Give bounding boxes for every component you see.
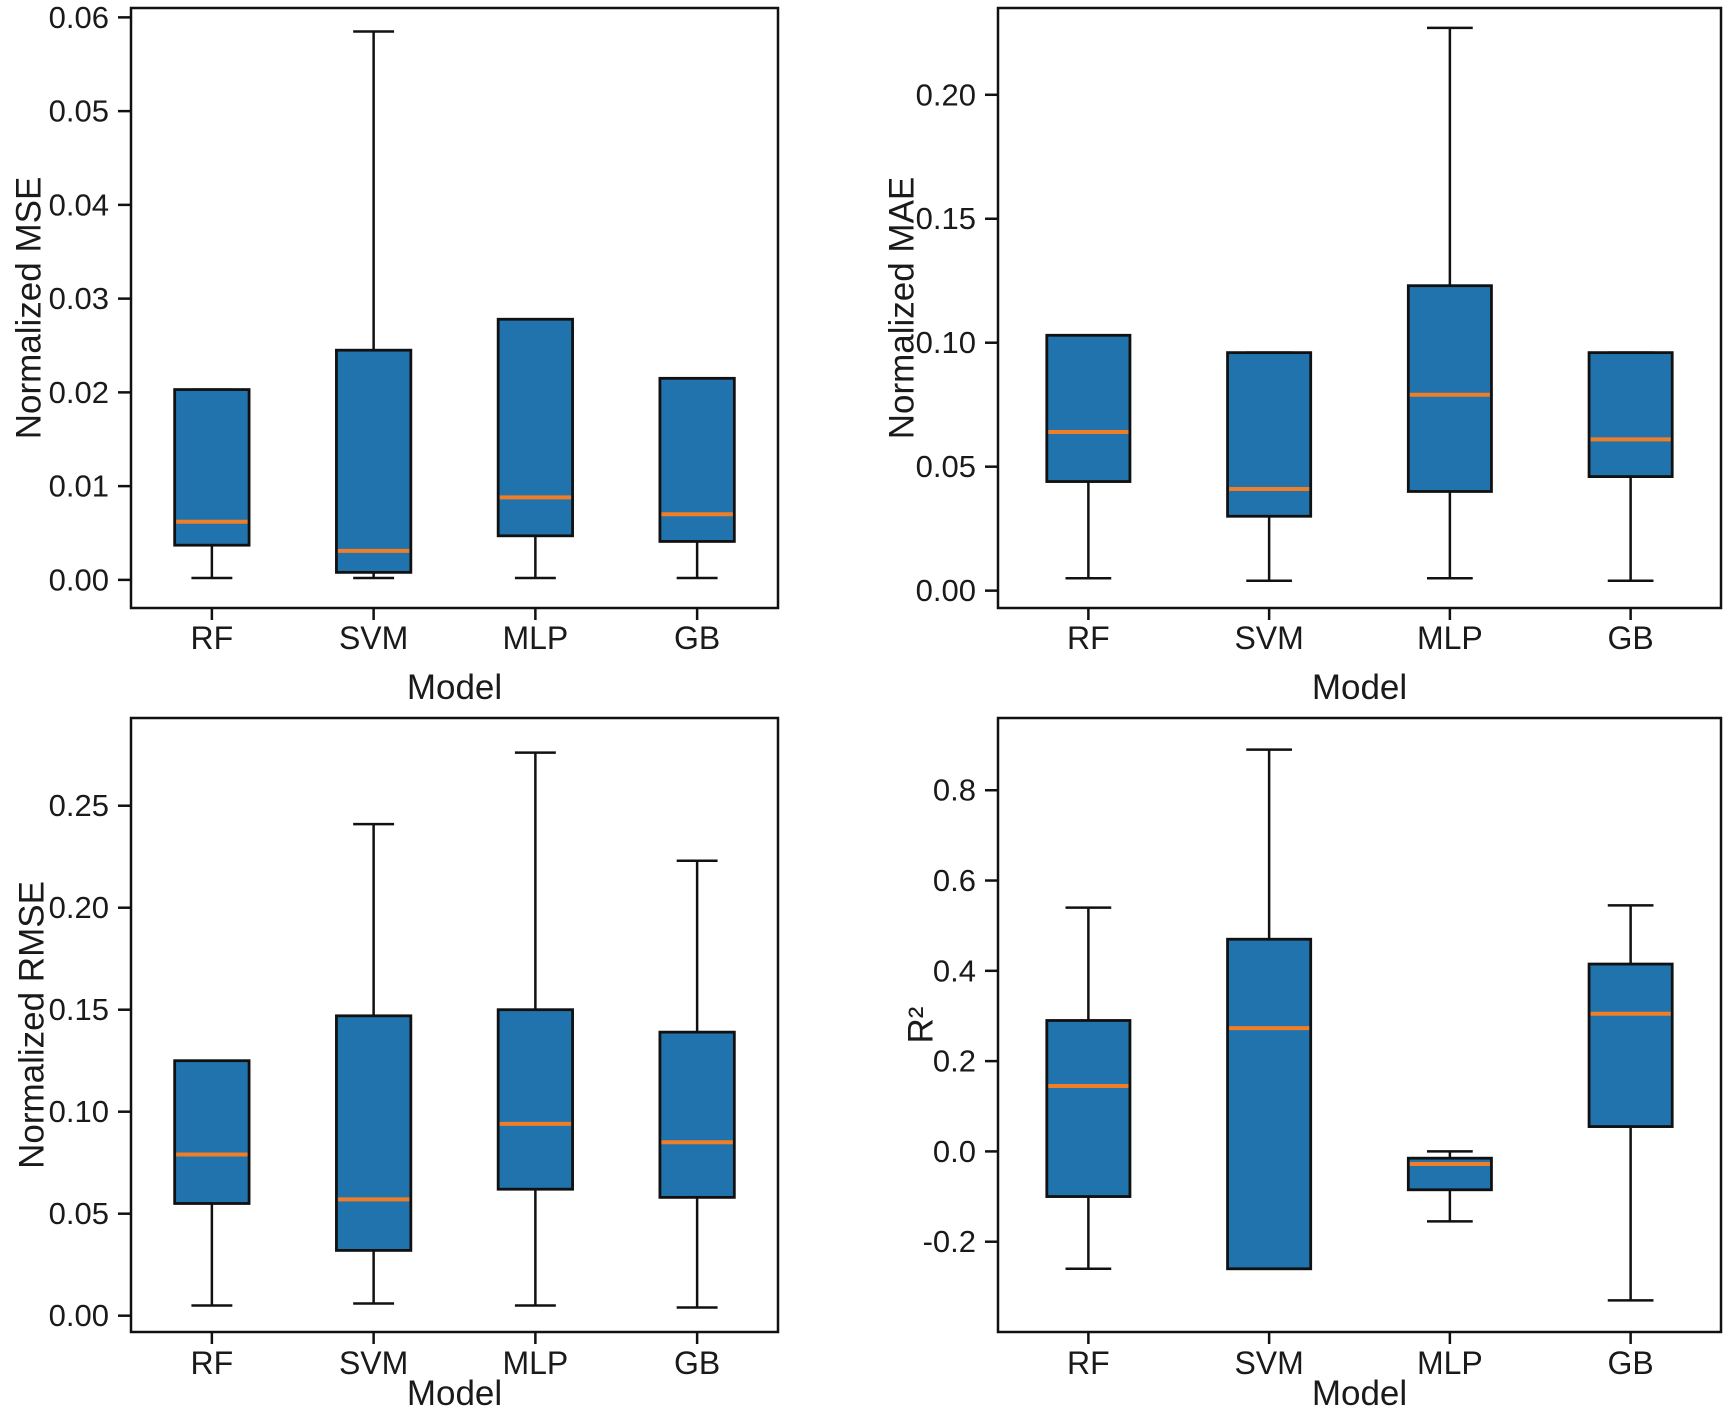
y-tick-label: 0.02 <box>49 375 109 410</box>
x-category-label-mlp: MLP <box>1417 1345 1483 1381</box>
boxplot-rf <box>1045 906 1132 1271</box>
y-tick-label: 0.25 <box>49 788 109 823</box>
box-mlp <box>1406 284 1493 493</box>
y-tick-label: 0.05 <box>916 449 976 484</box>
box-rf <box>1045 333 1132 483</box>
y-tick-label: 0.0 <box>933 1134 976 1169</box>
y-tick-label: 0.00 <box>49 562 109 597</box>
chart-normalized-mse: 0.00 0.01 0.02 0.03 0.04 0.05 0.06 RF SVM MLP GB Mo… <box>10 0 780 707</box>
box-gb <box>658 376 736 543</box>
x-axis-label: Model <box>1312 668 1407 707</box>
x-category-label-svm: SVM <box>1234 620 1303 656</box>
boxplot-rf <box>1045 333 1132 580</box>
y-tick-label: 0.15 <box>49 992 109 1027</box>
boxplot-gb <box>1587 351 1674 582</box>
x-category-label-svm: SVM <box>1234 1345 1303 1381</box>
y-tick-label: 0.04 <box>49 187 109 222</box>
x-category-label-mlp: MLP <box>1417 620 1483 656</box>
boxplot-gb <box>1587 904 1674 1302</box>
y-tick-label: 0.00 <box>49 1298 109 1333</box>
boxplot-mlp <box>1406 1150 1493 1223</box>
boxplot-svm <box>1226 351 1313 582</box>
axes-frame <box>996 6 1723 610</box>
boxplot-svm <box>335 822 413 1305</box>
chart-normalized-mae: 0.00 0.05 0.10 0.15 0.20 RF SVM MLP GB Model Norma… <box>883 6 1723 707</box>
y-tick-label: 0.6 <box>933 863 976 898</box>
box-svm <box>1226 937 1313 1271</box>
y-axis-label: R² <box>902 1007 941 1044</box>
boxplot-rf <box>173 1059 251 1307</box>
box-gb <box>658 1030 736 1199</box>
box-rf <box>173 388 251 547</box>
boxplot-mlp <box>496 317 574 580</box>
y-axis-label: Normalized MSE <box>10 177 49 440</box>
box-mlp <box>496 317 574 538</box>
y-tick-label: 0.01 <box>49 469 109 504</box>
y-tick-label: 0.05 <box>49 94 109 129</box>
boxplot-rf <box>173 388 251 580</box>
y-tick-label: 0.20 <box>916 77 976 112</box>
box-svm <box>335 1014 413 1252</box>
x-axis-label: Model <box>1312 1374 1407 1408</box>
x-axis-label: Model <box>407 1374 502 1408</box>
x-category-label-svm: SVM <box>339 620 408 656</box>
axes-frame <box>129 716 780 1334</box>
boxplot-mlp <box>1406 26 1493 580</box>
x-axis-label: Model <box>407 668 502 707</box>
y-tick-label: 0.20 <box>49 890 109 925</box>
x-category-label-rf: RF <box>191 1345 234 1381</box>
box-svm <box>1226 351 1313 518</box>
x-category-label-mlp: MLP <box>502 1345 568 1381</box>
axes-frame <box>996 716 1723 1334</box>
y-tick-label: 0.03 <box>49 281 109 316</box>
y-tick-label: 0.4 <box>933 953 976 988</box>
y-tick-label: 0.00 <box>916 573 976 608</box>
boxplot-gb <box>658 859 736 1309</box>
x-category-label-rf: RF <box>191 620 234 656</box>
box-gb <box>1587 351 1674 478</box>
box-rf <box>1045 1019 1132 1198</box>
y-tick-label: 0.8 <box>933 773 976 808</box>
boxplot-gb <box>658 376 736 580</box>
x-category-label-gb: GB <box>674 620 720 656</box>
box-rf <box>173 1059 251 1205</box>
y-tick-label: 0.05 <box>49 1196 109 1231</box>
x-category-label-gb: GB <box>1608 1345 1654 1381</box>
y-tick-label: -0.2 <box>923 1224 976 1259</box>
x-category-label-rf: RF <box>1067 620 1110 656</box>
chart-r: -0.2 0.0 0.2 0.4 0.6 0.8 RF SVM MLP GB Model R² <box>902 716 1723 1408</box>
boxplot-svm <box>335 30 413 580</box>
x-category-label-mlp: MLP <box>502 620 568 656</box>
box-mlp <box>496 1008 574 1191</box>
x-category-label-gb: GB <box>1608 620 1654 656</box>
x-category-label-rf: RF <box>1067 1345 1110 1381</box>
y-tick-label: 0.10 <box>49 1094 109 1129</box>
boxplot-svm <box>1226 748 1313 1271</box>
y-axis-label: Normalized MAE <box>883 177 922 440</box>
y-tick-label: 0.10 <box>916 325 976 360</box>
x-category-label-svm: SVM <box>339 1345 408 1381</box>
box-gb <box>1587 962 1674 1128</box>
box-svm <box>335 348 413 574</box>
axes-frame <box>129 6 780 610</box>
boxplot-mlp <box>496 751 574 1307</box>
y-tick-label: 0.15 <box>916 201 976 236</box>
y-tick-label: 0.2 <box>933 1044 976 1079</box>
y-axis-label: Normalized RMSE <box>13 881 52 1169</box>
chart-normalized-rmse: 0.00 0.05 0.10 0.15 0.20 0.25 RF SVM MLP GB Model N… <box>13 716 780 1408</box>
x-category-label-gb: GB <box>674 1345 720 1381</box>
y-tick-label: 0.06 <box>49 0 109 35</box>
